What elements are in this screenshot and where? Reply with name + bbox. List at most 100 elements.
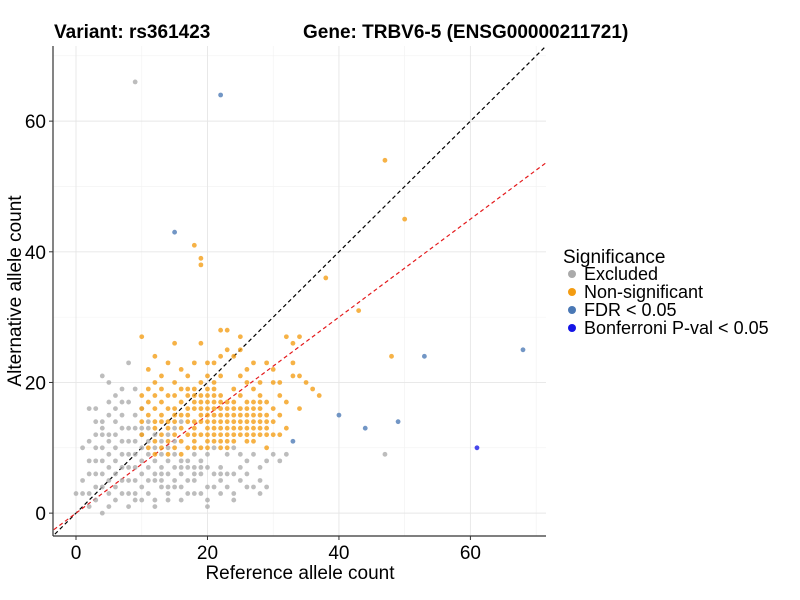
point-non-significant xyxy=(264,445,270,451)
point-non-significant xyxy=(237,334,243,340)
point-non-significant xyxy=(198,419,204,425)
point-excluded xyxy=(113,484,118,490)
point-non-significant xyxy=(224,425,230,431)
point-excluded xyxy=(257,478,263,483)
point-non-significant xyxy=(224,399,230,405)
point-non-significant xyxy=(139,432,145,438)
point-excluded xyxy=(106,380,112,385)
point-excluded xyxy=(113,471,118,477)
point-excluded xyxy=(382,451,388,457)
point-excluded xyxy=(185,458,191,464)
point-excluded xyxy=(93,432,99,438)
point-excluded xyxy=(139,458,145,464)
point-non-significant xyxy=(198,412,204,418)
point-non-significant xyxy=(283,399,289,405)
point-non-significant xyxy=(290,360,296,366)
point-non-significant xyxy=(257,399,263,405)
point-non-significant xyxy=(244,367,250,372)
point-excluded xyxy=(165,484,171,490)
point-non-significant xyxy=(198,399,204,405)
point-non-significant xyxy=(178,412,184,418)
point-non-significant xyxy=(159,386,164,392)
point-non-significant xyxy=(257,412,263,418)
point-non-significant xyxy=(218,425,224,431)
point-excluded xyxy=(185,465,191,470)
point-excluded xyxy=(106,432,112,438)
point-non-significant xyxy=(224,406,230,411)
legend-label-excluded: Excluded xyxy=(584,264,658,284)
point-non-significant xyxy=(224,438,230,444)
point-excluded xyxy=(86,471,92,477)
point-excluded xyxy=(152,471,158,477)
point-non-significant xyxy=(231,353,237,359)
y-tick-label: 60 xyxy=(25,112,46,133)
point-excluded xyxy=(126,491,131,496)
point-excluded xyxy=(244,458,250,464)
point-non-significant xyxy=(139,419,145,425)
point-excluded xyxy=(172,425,178,431)
point-non-significant xyxy=(185,419,191,425)
point-non-significant xyxy=(251,399,256,405)
point-non-significant xyxy=(185,393,191,398)
point-non-significant xyxy=(231,386,237,392)
point-excluded xyxy=(231,445,237,451)
point-excluded xyxy=(99,373,105,379)
point-non-significant xyxy=(237,406,243,411)
point-non-significant xyxy=(297,406,302,411)
point-non-significant xyxy=(310,386,316,392)
point-excluded xyxy=(172,465,178,470)
point-excluded xyxy=(113,445,118,451)
point-excluded xyxy=(113,497,118,503)
point-excluded xyxy=(113,458,118,464)
plot-panel: 0 20 40 60 0 20 40 60 xyxy=(25,46,546,564)
point-non-significant xyxy=(270,367,276,372)
point-non-significant xyxy=(211,393,217,398)
point-non-significant xyxy=(159,445,164,451)
point-excluded xyxy=(126,451,131,457)
point-non-significant xyxy=(159,412,164,418)
point-excluded xyxy=(106,478,112,483)
point-non-significant xyxy=(231,412,237,418)
point-non-significant xyxy=(283,334,289,340)
y-tick-label: 0 xyxy=(35,504,46,525)
point-excluded xyxy=(132,491,138,496)
point-excluded xyxy=(93,419,99,425)
legend-label-non-significant: Non-significant xyxy=(584,282,703,302)
point-non-significant xyxy=(165,360,171,366)
point-non-significant xyxy=(264,412,270,418)
point-non-significant xyxy=(198,380,204,385)
point-excluded xyxy=(145,451,151,457)
point-fdr-0-05 xyxy=(336,412,342,418)
point-non-significant xyxy=(382,157,388,163)
point-non-significant xyxy=(218,327,224,333)
point-non-significant xyxy=(198,340,204,346)
legend-key-non-significant xyxy=(568,288,576,296)
point-non-significant xyxy=(356,308,362,313)
y-tick-label: 40 xyxy=(25,243,46,264)
point-excluded xyxy=(126,465,131,470)
point-non-significant xyxy=(198,432,204,438)
point-non-significant xyxy=(165,419,171,425)
point-excluded xyxy=(251,484,256,490)
point-excluded xyxy=(152,458,158,464)
point-non-significant xyxy=(218,393,224,398)
point-non-significant xyxy=(185,373,191,379)
point-excluded xyxy=(152,432,158,438)
point-non-significant xyxy=(389,353,394,359)
point-excluded xyxy=(178,497,184,503)
point-excluded xyxy=(86,406,92,411)
point-excluded xyxy=(119,478,125,483)
legend-key-bonferroni-p-val-0-05 xyxy=(568,324,576,332)
point-non-significant xyxy=(297,334,302,340)
point-non-significant xyxy=(159,419,164,425)
point-non-significant xyxy=(211,399,217,405)
legend-key-fdr-0-05 xyxy=(568,306,576,314)
point-fdr-0-05 xyxy=(218,92,224,98)
point-excluded xyxy=(99,510,105,516)
point-non-significant xyxy=(211,419,217,425)
point-excluded xyxy=(244,484,250,490)
point-excluded xyxy=(185,491,191,496)
point-excluded xyxy=(165,458,171,464)
point-non-significant xyxy=(145,367,151,372)
point-excluded xyxy=(159,451,164,457)
